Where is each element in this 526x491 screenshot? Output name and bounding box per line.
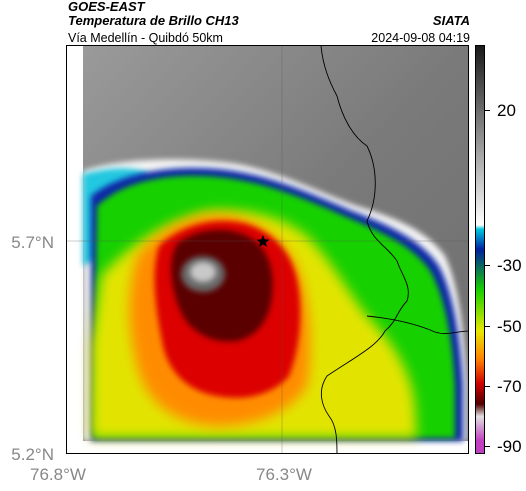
colorbar-label: -70 (497, 377, 522, 396)
colorbar-tick (485, 265, 490, 266)
colorbar-label: -50 (497, 317, 522, 336)
satellite-map (66, 45, 469, 454)
star-icon (256, 235, 270, 247)
colorbar (475, 45, 485, 454)
colorbar-tick (485, 446, 490, 447)
colorbar-label: -90 (497, 437, 522, 456)
product-title: GOES-EAST (68, 0, 145, 14)
colorbar-label: 20 (497, 101, 516, 120)
department-border (320, 46, 409, 453)
colorbar-tick (485, 386, 490, 387)
latitude-tick-label: 5.2°N (11, 445, 54, 464)
product-subtitle: Temperatura de Brillo CH13 (68, 13, 239, 28)
longitude-tick-label: 76.8°W (30, 465, 86, 484)
longitude-tick-label: 76.3°W (256, 465, 312, 484)
colorbar-tick (485, 326, 490, 327)
region-label: Vía Medellín - Quibdó 50km (68, 31, 223, 45)
organization-label: SIATA (432, 13, 470, 28)
colorbar-label: -30 (497, 256, 522, 275)
timestamp-label: 2024-09-08 04:19 (371, 31, 470, 45)
latitude-tick-label: 5.7°N (11, 233, 54, 252)
brightness-temperature-image (67, 46, 468, 453)
colorbar-tick (485, 110, 490, 111)
